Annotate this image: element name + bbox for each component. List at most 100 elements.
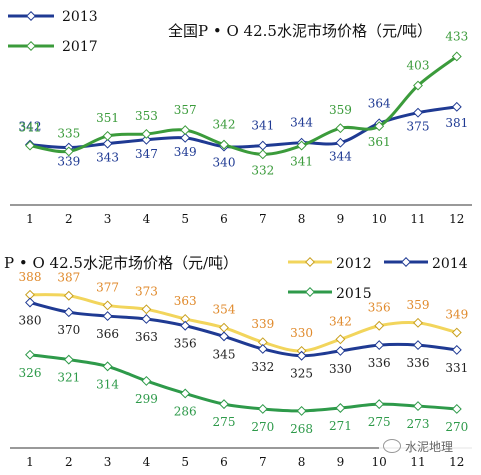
x-tick-label: 9 — [337, 455, 345, 469]
x-tick-label: 12 — [449, 455, 464, 469]
series-line-2014 — [29, 301, 457, 358]
data-point-marker — [335, 345, 346, 356]
data-label: 273 — [407, 417, 430, 431]
data-point-marker — [451, 327, 462, 338]
legend-label: 2013 — [62, 9, 98, 25]
data-point-marker — [102, 361, 113, 372]
data-label: 370 — [57, 323, 80, 337]
data-label: 351 — [96, 111, 119, 125]
data-point-marker — [335, 334, 346, 345]
watermark: 水泥地理 — [379, 435, 475, 457]
data-label: 359 — [329, 103, 352, 117]
data-label: 347 — [135, 147, 158, 161]
data-label: 403 — [407, 59, 430, 73]
data-point-marker — [180, 125, 191, 136]
data-label: 356 — [368, 301, 391, 315]
data-point-marker — [180, 388, 191, 399]
data-label: 268 — [290, 422, 313, 436]
data-label: 339 — [57, 155, 80, 169]
x-tick-label: 11 — [410, 212, 425, 226]
data-point-marker — [335, 123, 346, 134]
data-point-marker — [141, 304, 152, 315]
x-tick-label: 2 — [65, 455, 73, 469]
data-label: 299 — [135, 392, 158, 406]
data-label: 270 — [251, 420, 274, 434]
data-point-marker — [180, 314, 191, 324]
data-label: 335 — [57, 126, 80, 140]
data-point-marker — [374, 121, 385, 132]
series-line-2015 — [29, 353, 457, 413]
data-point-marker — [180, 320, 191, 331]
data-label: 330 — [329, 362, 352, 376]
data-label: 356 — [174, 337, 197, 351]
data-point-marker — [63, 146, 74, 157]
data-point-marker — [25, 140, 35, 151]
data-label: 388 — [19, 270, 42, 284]
data-label: 340 — [213, 156, 236, 170]
data-point-marker — [141, 134, 152, 145]
data-point-marker — [102, 300, 113, 311]
data-point-marker — [451, 404, 462, 414]
data-point-marker — [451, 101, 462, 112]
data-point-marker — [257, 404, 268, 414]
wechat-icon — [383, 439, 401, 453]
data-label: 363 — [135, 330, 158, 344]
data-label: 387 — [57, 271, 80, 285]
data-point-marker — [257, 344, 268, 354]
x-tick-label: 6 — [220, 455, 228, 469]
data-label: 330 — [290, 326, 313, 340]
legend-marker — [26, 11, 36, 21]
data-point-marker — [413, 317, 423, 328]
data-label: 275 — [368, 415, 391, 429]
data-label: 341 — [19, 121, 42, 135]
watermark-text: 水泥地理 — [405, 439, 454, 454]
data-label: 345 — [213, 347, 236, 361]
x-tick-label: 5 — [181, 455, 189, 469]
chart-title: P • O 42.5水泥市场价格（元/吨） — [4, 254, 238, 272]
data-label: 336 — [407, 356, 430, 370]
data-label: 377 — [96, 280, 119, 294]
data-point-marker — [141, 375, 152, 386]
data-label: 363 — [174, 294, 197, 308]
data-label: 321 — [57, 371, 80, 385]
x-tick-label: 7 — [259, 455, 267, 469]
data-point-marker — [335, 137, 346, 148]
data-point-marker — [451, 51, 462, 62]
data-point-marker — [413, 340, 423, 351]
x-tick-label: 9 — [337, 212, 345, 226]
data-point-marker — [63, 354, 74, 365]
data-label: 342 — [329, 314, 352, 328]
data-label: 349 — [445, 308, 468, 322]
x-tick-label: 1 — [26, 455, 34, 469]
data-point-marker — [335, 403, 346, 413]
data-point-marker — [219, 331, 229, 342]
legend-label: 2017 — [62, 39, 98, 55]
data-point-marker — [413, 107, 423, 118]
x-tick-label: 10 — [372, 455, 387, 469]
data-label: 344 — [329, 150, 352, 164]
legend-marker — [305, 287, 315, 297]
data-label: 336 — [368, 356, 391, 370]
data-point-marker — [374, 340, 385, 351]
data-point-marker — [180, 132, 191, 143]
data-point-marker — [219, 399, 229, 410]
data-point-marker — [296, 405, 307, 416]
legend-marker — [26, 41, 36, 51]
data-point-marker — [25, 297, 35, 308]
data-label: 364 — [368, 96, 391, 110]
data-point-marker — [219, 322, 229, 333]
data-point-marker — [25, 289, 35, 300]
x-tick-label: 8 — [298, 212, 306, 226]
data-label: 380 — [19, 314, 42, 328]
data-label: 339 — [251, 317, 274, 331]
data-point-marker — [25, 349, 35, 360]
x-tick-label: 4 — [143, 455, 151, 469]
x-tick-label: 2 — [65, 212, 73, 226]
data-label: 381 — [445, 116, 468, 130]
data-point-marker — [102, 130, 113, 141]
data-point-marker — [102, 311, 113, 322]
data-label: 332 — [251, 163, 274, 177]
chart-title: 全国P • O 42.5水泥市场价格（元/吨） — [168, 22, 432, 40]
x-tick-label: 1 — [26, 212, 34, 226]
